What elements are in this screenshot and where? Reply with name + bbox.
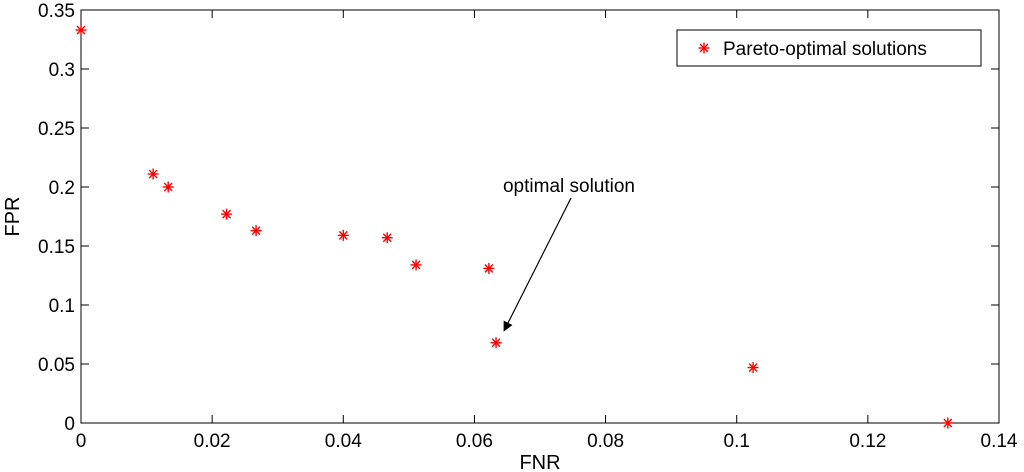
y-axis-label: FPR bbox=[2, 197, 24, 237]
data-point bbox=[250, 225, 262, 237]
marker-stroke bbox=[222, 209, 232, 219]
x-axis-label: FNR bbox=[519, 452, 560, 472]
y-tick-label: 0 bbox=[64, 414, 75, 435]
data-point bbox=[490, 337, 502, 349]
plot-frame bbox=[80, 9, 1000, 424]
marker-stroke bbox=[484, 263, 494, 273]
y-tick-label: 0.15 bbox=[38, 237, 75, 258]
marker-stroke bbox=[163, 182, 173, 192]
x-tick-label: 0.14 bbox=[981, 431, 1018, 452]
data-point bbox=[147, 168, 159, 180]
marker-stroke bbox=[251, 226, 261, 236]
marker-stroke bbox=[699, 43, 709, 53]
marker-stroke bbox=[748, 363, 758, 372]
x-tick-label: 0.08 bbox=[587, 431, 624, 452]
x-tick-label: 0.06 bbox=[456, 431, 493, 452]
y-tick-label: 0.2 bbox=[49, 178, 75, 199]
data-point bbox=[381, 232, 393, 244]
x-tick-label: 0.02 bbox=[194, 431, 231, 452]
x-tick-label: 0.04 bbox=[325, 431, 362, 452]
y-tick-label: 0.35 bbox=[38, 1, 75, 22]
marker-stroke bbox=[148, 169, 158, 179]
legend: Pareto-optimal solutions bbox=[676, 29, 982, 67]
marker-stroke bbox=[411, 260, 421, 270]
data-point bbox=[337, 229, 349, 241]
data-point bbox=[483, 262, 495, 274]
legend-label: Pareto-optimal solutions bbox=[723, 39, 927, 60]
y-tick-label: 0.25 bbox=[38, 119, 75, 140]
data-point bbox=[747, 362, 759, 374]
legend-marker bbox=[698, 42, 710, 54]
y-tick-label: 0.3 bbox=[49, 60, 75, 81]
annotation-arrow bbox=[503, 197, 572, 332]
marker-stroke bbox=[382, 233, 392, 243]
x-tick-label: 0.12 bbox=[849, 431, 886, 452]
data-point bbox=[942, 417, 954, 429]
annotation-label: optimal solution bbox=[503, 176, 635, 197]
data-point bbox=[221, 208, 233, 220]
x-tick-label: 0 bbox=[76, 431, 87, 452]
y-tick-label: 0.05 bbox=[38, 355, 75, 376]
x-tick-label: 0.1 bbox=[724, 431, 750, 452]
y-tick-label: 0.1 bbox=[49, 296, 75, 317]
marker-stroke bbox=[76, 25, 86, 35]
legend-box bbox=[676, 29, 982, 67]
data-point bbox=[410, 259, 422, 271]
marker-stroke bbox=[338, 230, 348, 240]
marker-stroke bbox=[943, 418, 953, 428]
data-point bbox=[162, 181, 174, 193]
marker-stroke bbox=[491, 338, 501, 348]
data-point bbox=[75, 24, 87, 36]
